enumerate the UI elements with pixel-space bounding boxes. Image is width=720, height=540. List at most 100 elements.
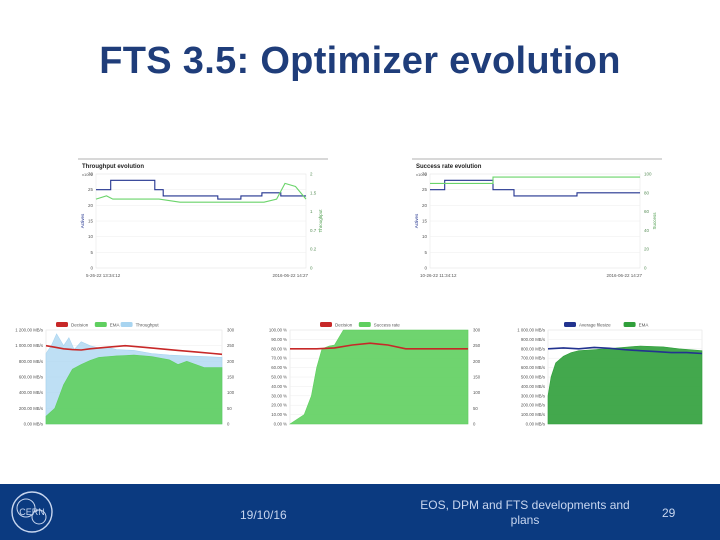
left-tick-label: 25 [88,187,94,192]
filesize-chart: 1 000.00 MB/s 900.00 MB/s 800.00 MB/s 700.0… [517,322,703,427]
right-tick-label: 40 [644,228,650,233]
right-tick-label: 1 [310,209,313,214]
success-decision-chart: 100.00 % 90.00 % 80.00 % 70.00 % 60.00 % 50.0… [269,322,481,427]
y-scale-note: x10^3 [416,172,427,177]
series-line-decision [290,342,468,350]
series-line-decision [45,344,223,356]
success-rate-evolution-panel: Success rate evolution x10^3 0 5 10 15 20 25 30 0… [412,158,662,280]
chart-title: Throughput evolution [82,164,144,170]
series-line-throughput [95,182,307,203]
legend-swatch [56,322,68,327]
throughput-decision-chart: 1 200.00 MB/s 1 000.00 MB/s 800.00 MB/s 600… [15,322,235,427]
x-tick-label: 2016-06-22 14:27 [272,273,308,278]
left-tick-label: 1 000.00 MB/s [517,328,545,333]
right-tick-label: 0.7 [310,228,317,233]
right-tick-label: 60 [644,209,650,214]
right-tick-label: 100 [227,390,235,395]
left-tick-label: 20.00 % [271,403,287,408]
right-tick-label: 250 [227,343,235,348]
right-tick-label: 50 [227,406,232,411]
left-tick-label: 800.00 MB/s [521,346,545,351]
left-tick-label: 100.00 MB/s [521,412,545,417]
filesize-panel: 1 000.00 MB/s 900.00 MB/s 800.00 MB/s 700.0… [506,320,716,432]
left-tick-label: 600.00 MB/s [19,375,43,380]
slide-title: FTS 3.5: Optimizer evolution [99,40,621,82]
left-tick-label: 0.00 % [274,422,288,427]
left-tick-label: 700.00 MB/s [521,356,545,361]
left-tick-label: 5 [90,250,93,255]
left-tick-label: 200.00 MB/s [521,403,545,408]
left-tick-label: 20 [422,203,428,208]
series-line-success-rate [430,176,640,184]
legend-swatch [94,322,107,327]
right-tick-label: 1.5 [310,190,317,195]
left-tick-label: 30.00 % [271,393,287,398]
left-tick-label: 900.00 MB/s [521,337,545,342]
series-area-ema [45,354,223,425]
cern-logo: CERN [11,491,53,533]
left-tick-label: 5 [424,250,427,255]
right-axis-label: Throughput [318,209,323,233]
right-tick-label: 0.2 [310,247,317,252]
series-line-actives [430,179,640,197]
left-tick-label: 800.00 MB/s [19,359,43,364]
right-tick-label: 300 [473,328,481,333]
legend-label: Average filesize [579,323,611,328]
series-area-success-rate [289,329,469,425]
right-tick-label: 200 [473,359,481,364]
left-tick-label: 80.00 % [271,346,287,351]
right-tick-label: 2 [310,172,313,177]
legend-label: Decision [335,323,353,328]
left-tick-label: 0.00 MB/s [526,422,545,427]
left-axis-label: Actives [414,213,419,228]
x-tick-label: 10-26-22 11:34:12 [420,273,457,278]
left-tick-label: 70.00 % [271,356,287,361]
right-tick-label: 300 [227,328,235,333]
right-tick-label: 20 [644,247,650,252]
right-tick-label: 0 [227,422,230,427]
series-area-ema [547,345,703,425]
legend-label: EMA [110,323,120,328]
left-tick-label: 25 [422,187,428,192]
left-tick-label: 15 [422,219,428,224]
left-tick-label: 50.00 % [271,375,287,380]
legend-label: Decision [71,323,89,328]
left-tick-label: 1 000.00 MB/s [15,343,43,348]
throughput-decision-panel: 1 200.00 MB/s 1 000.00 MB/s 800.00 MB/s 600… [4,320,240,432]
left-tick-label: 400.00 MB/s [19,390,43,395]
left-tick-label: 600.00 MB/s [521,365,545,370]
x-tick-label: 2016-06-22 14:27 [606,273,642,278]
left-tick-label: 60.00 % [271,365,287,370]
left-tick-label: 0.00 MB/s [24,422,43,427]
right-tick-label: 200 [227,359,235,364]
chart-title: Success rate evolution [416,164,482,170]
legend-swatch [623,322,636,327]
right-tick-label: 0 [473,422,476,427]
left-tick-label: 20 [88,203,94,208]
footer-bar: CERN 19/10/16 EOS, DPM and FTS developme… [0,484,720,540]
right-tick-label: 100 [644,172,652,177]
legend-label: Success rate [374,323,401,328]
right-axis-label: Success [652,212,657,230]
slide-number: 29 [662,506,676,520]
legend-swatch [564,322,576,327]
legend-label: EMA [639,323,649,328]
left-tick-label: 30 [88,172,94,177]
series-line-actives [96,179,306,200]
left-tick-label: 200.00 MB/s [19,406,43,411]
svg-text:CERN: CERN [19,507,45,517]
left-tick-label: 15 [88,219,94,224]
right-tick-label: 0 [310,266,313,271]
footer-date: 19/10/16 [240,508,287,522]
legend-label: Throughput [136,323,160,328]
left-axis-label: Actives [80,213,85,228]
right-tick-label: 0 [644,266,647,271]
right-tick-label: 250 [473,343,481,348]
throughput-evolution-panel: Throughput evolution x10^3 0 5 10 15 20 25 30 0 0.… [78,158,328,280]
left-tick-label: 300.00 MB/s [521,393,545,398]
throughput-evolution-chart: Throughput evolution x10^3 0 5 10 15 20 25 30 0 0.… [78,158,328,278]
series-line-average-filesize [547,346,703,355]
right-tick-label: 100 [473,390,481,395]
success-rate-evolution-chart: Success rate evolution x10^3 0 5 10 15 20 25 30 0… [412,158,662,278]
left-tick-label: 90.00 % [271,337,287,342]
